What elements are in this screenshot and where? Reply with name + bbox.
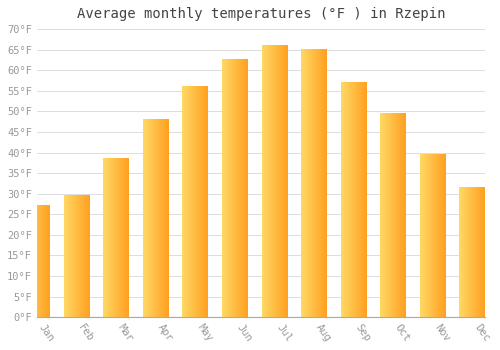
Title: Average monthly temperatures (°F ) in Rzepin: Average monthly temperatures (°F ) in Rz… <box>77 7 446 21</box>
